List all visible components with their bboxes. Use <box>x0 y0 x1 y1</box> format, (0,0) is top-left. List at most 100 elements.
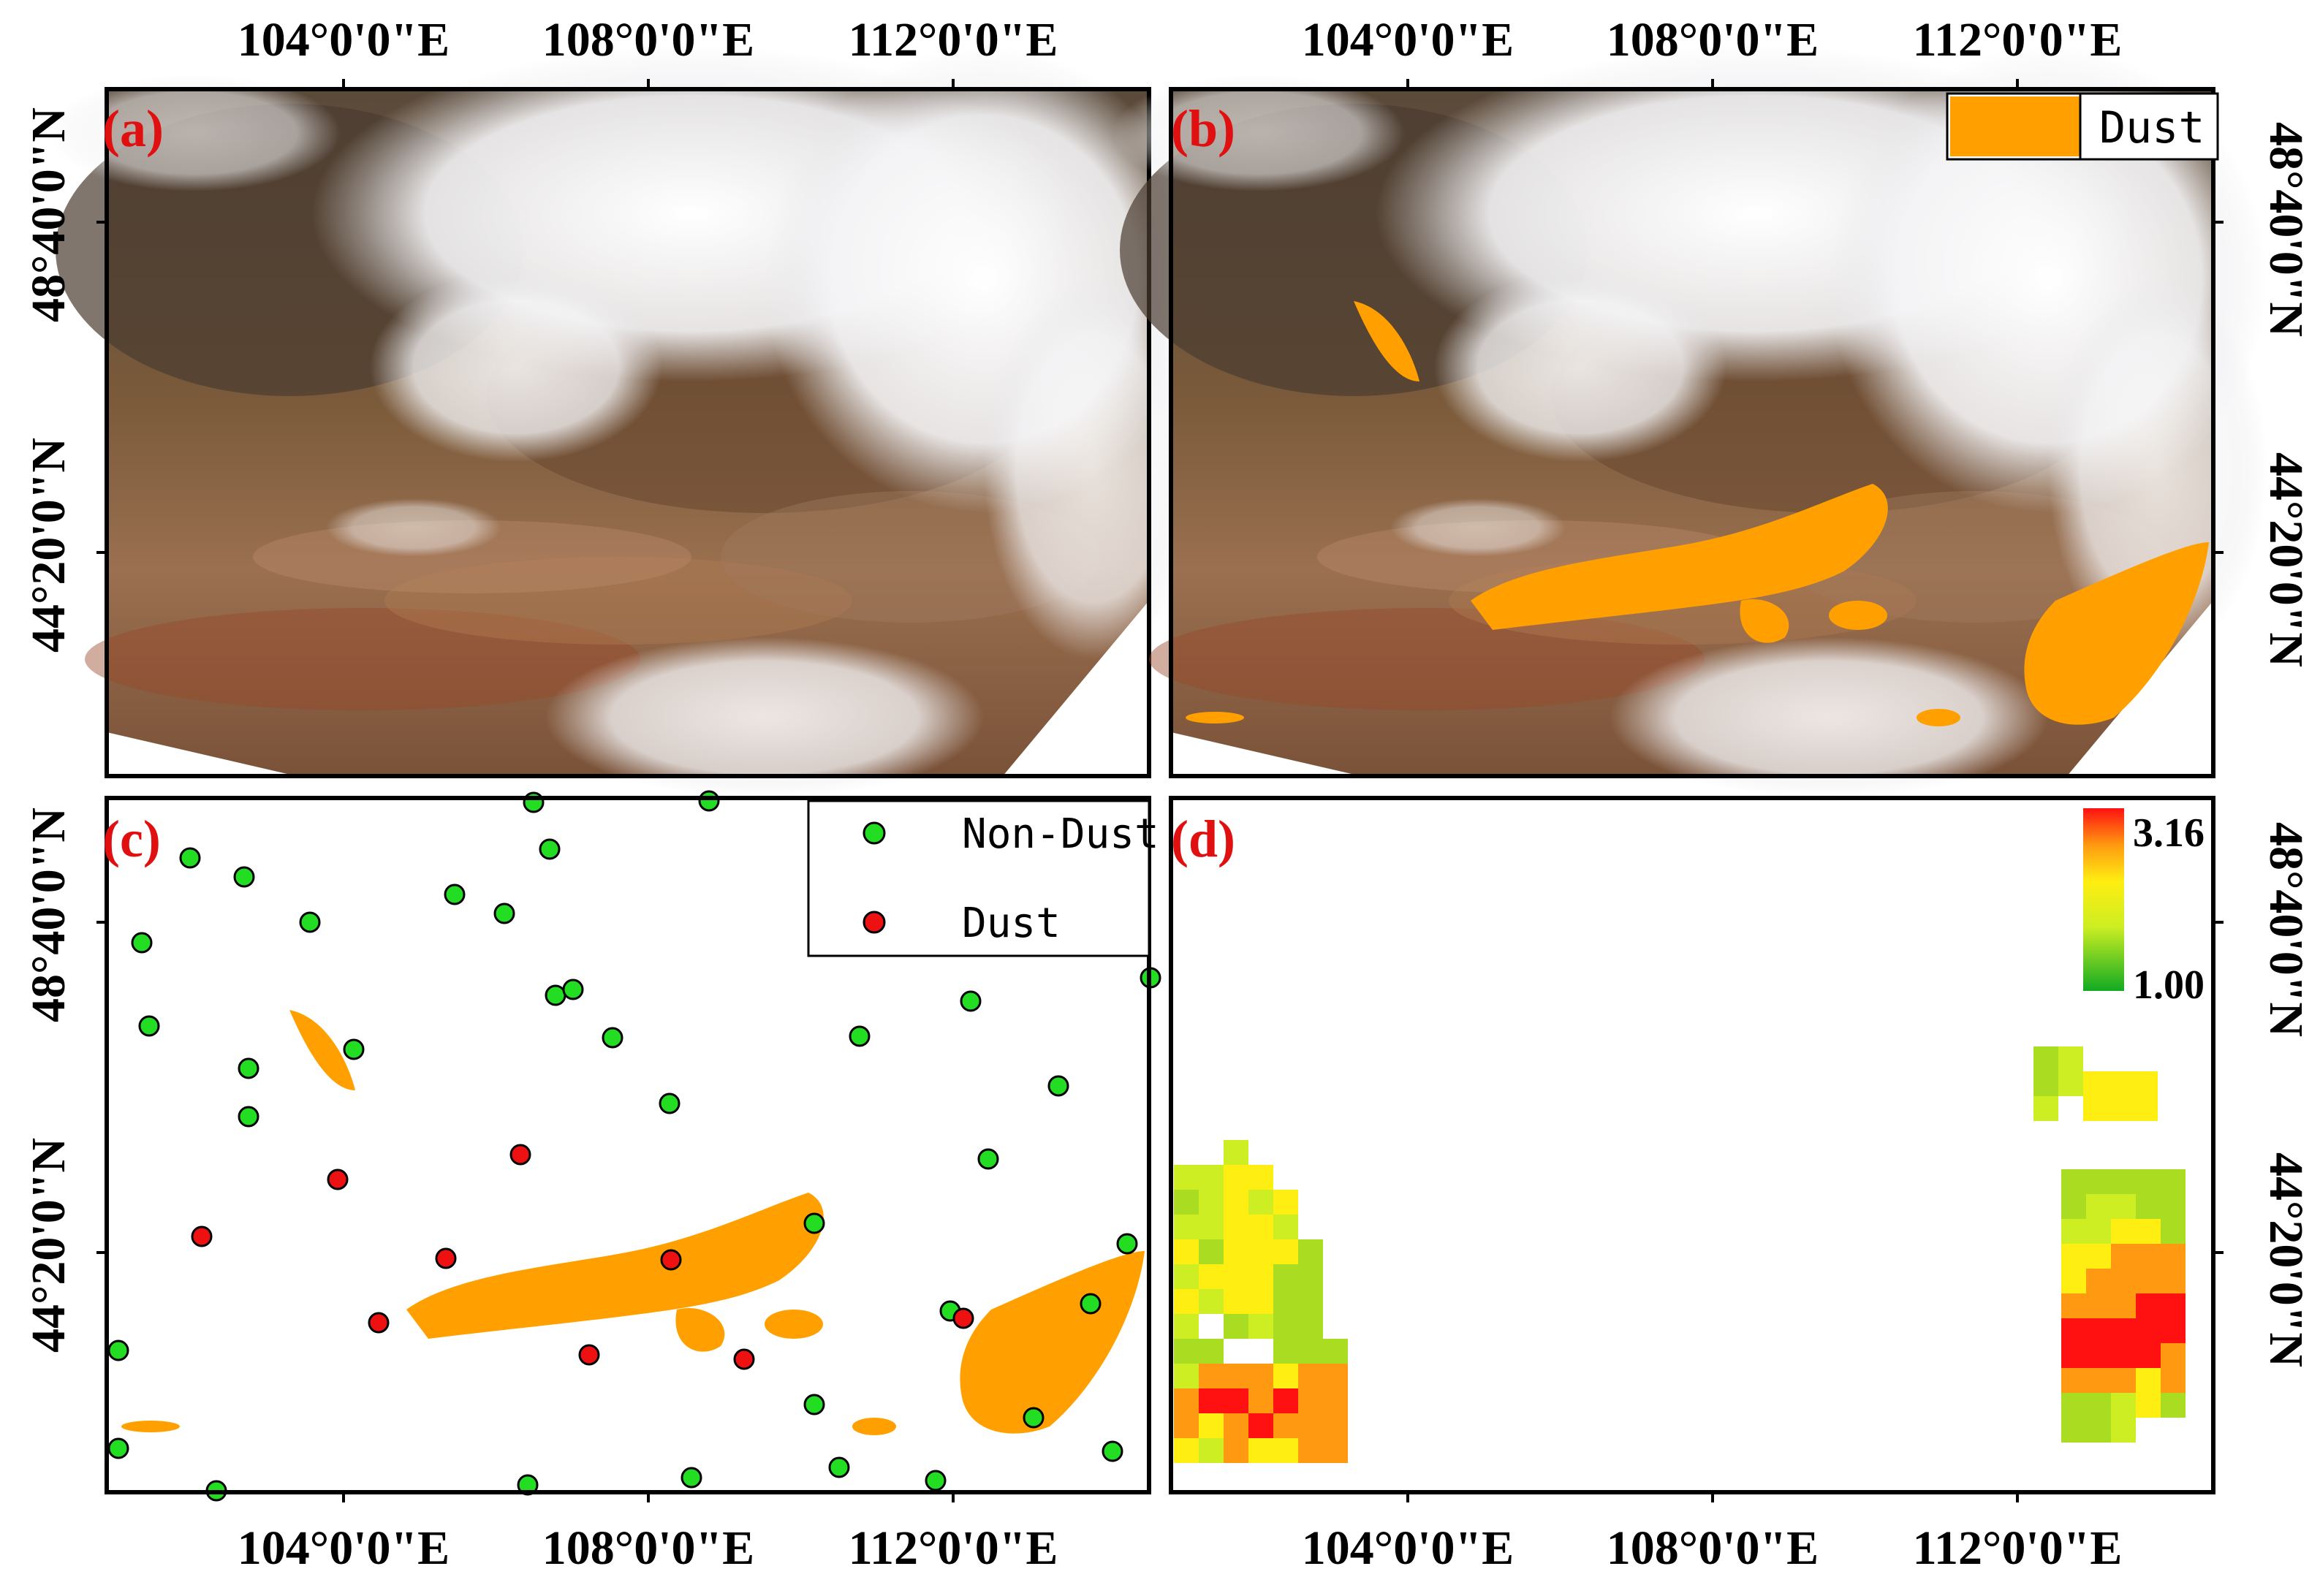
station-non-dust <box>238 1106 259 1128</box>
lon-tick-label-top: 104°0'0"E <box>238 13 450 66</box>
ratio-grid-cells <box>1174 1046 2186 1463</box>
station-non-dust <box>562 978 584 1000</box>
ratio-cell <box>2058 1046 2083 1071</box>
legend-c-dust-label: Dust <box>962 900 1061 947</box>
station-non-dust <box>523 791 545 813</box>
lat-tick-label: 44°20'0"N <box>22 1138 75 1353</box>
panel-label-b: (b) <box>1171 99 1235 158</box>
ratio-cell <box>1224 1289 1248 1314</box>
ratio-cell <box>1248 1264 1273 1289</box>
station-non-dust <box>238 1057 259 1079</box>
lon-tick-label-bottom: 104°0'0"E <box>1302 1521 1514 1575</box>
ratio-cell <box>2161 1244 2186 1269</box>
legend-c-dust-marker <box>863 911 886 934</box>
station-non-dust <box>681 1467 702 1489</box>
ratio-cell <box>1224 1215 1248 1239</box>
ratio-cell <box>2161 1269 2186 1293</box>
station-dust <box>435 1247 457 1269</box>
ratio-cell <box>1174 1388 1199 1413</box>
ratio-cell <box>2086 1318 2111 1343</box>
ratio-cell <box>2136 1418 2161 1443</box>
panel-d: (d) 3.16 1.00 <box>1169 796 2215 1494</box>
ratio-cell <box>1174 1215 1199 1239</box>
ratio-cell <box>1323 1438 1348 1463</box>
ratio-cell <box>2111 1293 2136 1318</box>
colorbar-d: 3.16 1.00 <box>2083 808 2205 1008</box>
station-non-dust <box>343 1038 365 1060</box>
ratio-cell <box>1248 1364 1273 1388</box>
ratio-cell <box>1224 1388 1248 1413</box>
ratio-cell <box>1224 1264 1248 1289</box>
ratio-cell <box>2136 1269 2161 1293</box>
lon-tick-label-bottom: 112°0'0"E <box>1913 1521 2123 1575</box>
colorbar-d-min-label: 1.00 <box>2133 962 2205 1008</box>
colorbar-d-ramp <box>2083 808 2124 991</box>
lat-tick-label: 48°40'0"N <box>2259 822 2313 1037</box>
station-non-dust <box>828 1456 850 1478</box>
ratio-cell <box>2136 1343 2161 1368</box>
ratio-cell <box>2061 1343 2086 1368</box>
station-non-dust <box>444 884 466 905</box>
ratio-cell <box>2086 1194 2111 1219</box>
ratio-cell <box>2136 1194 2161 1219</box>
ratio-cell <box>1224 1190 1248 1215</box>
legend-b: Dust <box>1946 92 2219 161</box>
ratio-cell <box>2111 1194 2136 1219</box>
station-dust <box>660 1249 682 1271</box>
panel-label-a: (a) <box>102 99 164 158</box>
ratio-cell <box>2111 1169 2136 1194</box>
lon-tick-label-top: 112°0'0"E <box>1913 13 2123 66</box>
ratio-cell <box>2111 1269 2136 1293</box>
station-non-dust <box>1047 1075 1069 1097</box>
ratio-cell <box>1298 1388 1323 1413</box>
ratio-cell <box>1323 1413 1348 1438</box>
station-non-dust <box>803 1212 825 1234</box>
station-non-dust <box>233 866 255 888</box>
ratio-cell <box>2061 1368 2086 1393</box>
ratio-cell <box>2086 1219 2111 1244</box>
station-non-dust <box>1023 1407 1045 1429</box>
legend-c-nondust-label: Non-Dust <box>962 810 1159 858</box>
station-points <box>107 790 1161 1502</box>
satellite-image-a <box>48 45 1203 798</box>
lon-tick-label-bottom: 108°0'0"E <box>542 1521 754 1575</box>
ratio-cell <box>2133 1096 2158 1121</box>
ratio-cell <box>2136 1169 2161 1194</box>
ratio-cell <box>2136 1393 2161 1418</box>
station-dust <box>191 1226 213 1247</box>
station-non-dust <box>977 1148 999 1170</box>
station-non-dust <box>698 790 720 812</box>
ratio-cell <box>1273 1289 1298 1314</box>
ratio-cell <box>1199 1190 1224 1215</box>
ratio-cell <box>1248 1339 1273 1364</box>
ratio-cell <box>1298 1413 1323 1438</box>
ratio-cell <box>1199 1413 1224 1438</box>
station-non-dust <box>925 1470 947 1492</box>
ratio-cell <box>2161 1318 2186 1343</box>
ratio-cell <box>2086 1293 2111 1318</box>
lat-tick-label: 48°40'0"N <box>2259 122 2313 337</box>
ratio-cell <box>1174 1438 1199 1463</box>
station-non-dust <box>545 984 566 1006</box>
ratio-cell <box>1174 1239 1199 1264</box>
ratio-cell <box>2111 1318 2136 1343</box>
ratio-cell <box>1248 1438 1273 1463</box>
colorbar-d-max-label: 3.16 <box>2133 810 2205 856</box>
ratio-cell <box>1224 1140 1248 1165</box>
ratio-cell <box>2161 1169 2186 1194</box>
station-non-dust <box>539 838 561 860</box>
station-non-dust <box>493 902 515 924</box>
ratio-cell <box>1174 1314 1199 1339</box>
ratio-cell <box>2083 1071 2108 1096</box>
station-non-dust <box>107 1437 129 1459</box>
ratio-cell <box>2111 1244 2136 1269</box>
ratio-cell <box>1273 1438 1298 1463</box>
ratio-cell <box>1273 1314 1298 1339</box>
ratio-cell <box>1273 1364 1298 1388</box>
ratio-cell <box>2133 1071 2158 1096</box>
lat-tick-label: 48°40'0"N <box>22 808 75 1022</box>
ratio-cell <box>1323 1364 1348 1388</box>
ratio-cell <box>1224 1413 1248 1438</box>
ratio-cell <box>1174 1413 1199 1438</box>
